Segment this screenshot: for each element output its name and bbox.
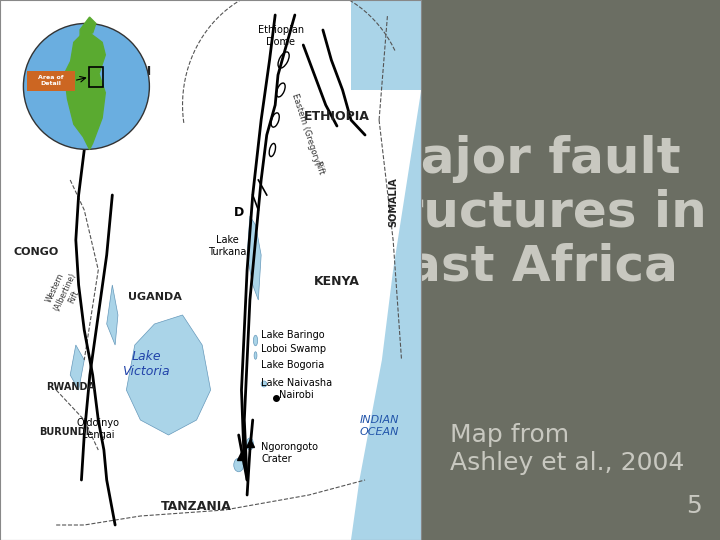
Ellipse shape xyxy=(246,438,253,450)
Text: Lake
Victoria: Lake Victoria xyxy=(122,350,170,378)
Ellipse shape xyxy=(261,381,266,387)
Text: Nairobi: Nairobi xyxy=(279,389,314,400)
Circle shape xyxy=(23,23,150,150)
Polygon shape xyxy=(64,33,105,150)
Text: CONGO: CONGO xyxy=(14,247,59,257)
Text: RWANDA: RWANDA xyxy=(45,382,95,392)
Text: Loboi Swamp: Loboi Swamp xyxy=(261,345,326,354)
Text: SUDAN: SUDAN xyxy=(102,65,151,78)
Text: Lake Naivasha: Lake Naivasha xyxy=(261,377,332,388)
Polygon shape xyxy=(351,90,421,540)
Text: D: D xyxy=(233,206,244,219)
Polygon shape xyxy=(127,315,211,435)
Text: Area of
Detail: Area of Detail xyxy=(38,75,64,86)
Polygon shape xyxy=(70,345,84,390)
Text: Rift: Rift xyxy=(312,159,325,176)
Text: Lake
Turkana: Lake Turkana xyxy=(208,235,247,257)
Polygon shape xyxy=(107,285,118,345)
Text: Western
(Albertine)
Rift: Western (Albertine) Rift xyxy=(42,267,87,317)
Text: Ethiopian
Dome: Ethiopian Dome xyxy=(258,25,304,47)
Text: Eastern (Gregory): Eastern (Gregory) xyxy=(290,93,322,167)
Text: BURUNDI: BURUNDI xyxy=(40,427,90,437)
Ellipse shape xyxy=(234,458,243,472)
Text: INDIAN
OCEAN: INDIAN OCEAN xyxy=(359,415,399,437)
Text: SOMALIA: SOMALIA xyxy=(388,177,398,227)
Ellipse shape xyxy=(253,335,258,346)
Ellipse shape xyxy=(254,352,257,359)
Text: TANZANIA: TANZANIA xyxy=(161,500,232,513)
Text: KENYA: KENYA xyxy=(314,275,360,288)
Text: UGANDA: UGANDA xyxy=(127,292,181,302)
Text: Oldoinyo
Lengai: Oldoinyo Lengai xyxy=(77,418,120,440)
Text: ETHIOPIA: ETHIOPIA xyxy=(304,110,370,123)
Text: Lake Bogoria: Lake Bogoria xyxy=(261,360,325,369)
Polygon shape xyxy=(351,0,421,90)
Polygon shape xyxy=(247,216,261,300)
Text: Major fault
structures in
East Africa: Major fault structures in East Africa xyxy=(345,135,706,291)
Text: Lake Baringo: Lake Baringo xyxy=(261,329,325,340)
Polygon shape xyxy=(80,17,96,36)
Text: Ngorongoto
Crater: Ngorongoto Crater xyxy=(261,442,318,464)
Text: 5: 5 xyxy=(686,495,702,518)
FancyBboxPatch shape xyxy=(27,71,75,91)
Text: Map from
Ashley et al., 2004: Map from Ashley et al., 2004 xyxy=(450,423,685,475)
